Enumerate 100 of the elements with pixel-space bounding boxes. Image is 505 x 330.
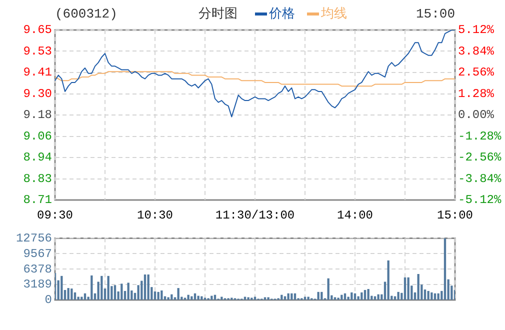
bar <box>177 288 180 300</box>
bar <box>157 292 160 300</box>
x-tick-label: 11:30/13:00 <box>215 208 295 222</box>
y2-tick-label: 1.28% <box>458 86 495 101</box>
bar <box>80 296 83 300</box>
bar <box>147 274 150 300</box>
bar <box>127 282 130 300</box>
y-tick-label: 9567 <box>23 246 52 261</box>
y-tick-label: 6378 <box>23 262 52 276</box>
bar <box>437 293 440 300</box>
bar <box>197 296 200 300</box>
bar <box>294 293 296 300</box>
bar <box>84 293 86 300</box>
bar <box>77 296 80 300</box>
y2-tick-label: -2.56% <box>458 150 502 165</box>
chart-subtitle: (600312) <box>55 6 118 22</box>
bar <box>280 294 283 300</box>
bar <box>254 296 256 300</box>
bar <box>404 277 406 300</box>
bar <box>194 293 196 300</box>
text: 15:00 <box>416 6 455 22</box>
bar <box>247 297 250 300</box>
y2-tick-label: -1.28% <box>458 129 502 144</box>
bar <box>350 292 353 300</box>
bar <box>354 293 356 300</box>
bar <box>407 277 410 300</box>
legend-label: 价格 <box>268 6 295 22</box>
y-tick-label: 3189 <box>23 278 52 292</box>
bar <box>427 290 430 300</box>
y2-tick-label: 5.12% <box>458 23 495 38</box>
y2-tick-label: -3.84% <box>458 172 502 186</box>
bar <box>374 296 376 300</box>
bar <box>347 296 350 300</box>
bar <box>210 296 213 300</box>
bar <box>70 288 73 300</box>
y-tick-label: 9.18 <box>23 108 52 122</box>
bar <box>434 293 436 300</box>
bar <box>307 296 310 300</box>
bar <box>244 296 246 300</box>
y-tick-label: 8.71 <box>23 193 52 208</box>
bar <box>317 292 320 300</box>
legend-label: 均线 <box>320 6 347 22</box>
bar <box>187 294 190 300</box>
y-tick-label: 12756 <box>16 231 52 246</box>
bar <box>284 296 286 300</box>
bar <box>444 238 446 300</box>
bar <box>144 274 146 300</box>
bar <box>334 297 336 300</box>
y-tick-label: 0 <box>44 293 52 308</box>
bar <box>74 292 76 300</box>
bar <box>114 285 116 300</box>
y-tick-label: 8.83 <box>23 172 52 186</box>
bar <box>107 276 110 300</box>
y-tick-label: 9.65 <box>23 23 52 38</box>
bar <box>167 297 170 300</box>
x-tick-label: 09:30 <box>36 208 74 222</box>
bar <box>387 260 390 300</box>
bar <box>287 293 290 300</box>
bar <box>344 293 346 300</box>
bar <box>220 296 223 300</box>
bar <box>120 284 123 300</box>
bar <box>137 285 140 300</box>
bar <box>267 297 270 300</box>
bar <box>170 294 173 300</box>
bar <box>264 297 266 300</box>
x-tick-label: 15:00 <box>436 208 474 222</box>
bar <box>154 291 156 300</box>
bar <box>394 296 396 300</box>
bar <box>100 276 103 300</box>
y-tick-label: 8.94 <box>23 150 52 165</box>
bar <box>320 292 323 300</box>
y-tick-label: 9.41 <box>23 66 52 80</box>
bar <box>190 296 193 300</box>
bar <box>360 292 363 300</box>
bar <box>377 294 380 300</box>
bar <box>340 294 343 300</box>
bar <box>214 294 216 300</box>
y-tick-label: 9.06 <box>23 129 52 144</box>
bar <box>367 289 370 300</box>
bar <box>364 290 366 300</box>
y2-tick-label: 0.00% <box>458 108 495 122</box>
y2-tick-label: 2.56% <box>458 66 495 80</box>
bar <box>397 292 400 300</box>
bar <box>430 292 433 300</box>
bar <box>90 275 93 300</box>
x-tick-label: 14:00 <box>336 208 374 222</box>
y2-tick-label: 3.84% <box>458 44 495 58</box>
bar <box>304 296 306 300</box>
y-tick-label: 9.53 <box>23 44 52 58</box>
bar <box>160 290 163 300</box>
bar <box>417 274 420 300</box>
x-tick-label: 10:30 <box>136 208 174 222</box>
y-tick-label: 9.30 <box>23 86 52 101</box>
chart-title: 分时图 <box>198 6 238 22</box>
y2-tick-label: -5.12% <box>458 193 502 208</box>
bar <box>290 293 293 300</box>
bar <box>67 288 70 300</box>
bar <box>200 296 203 300</box>
bar <box>357 296 360 300</box>
bar <box>327 278 330 300</box>
